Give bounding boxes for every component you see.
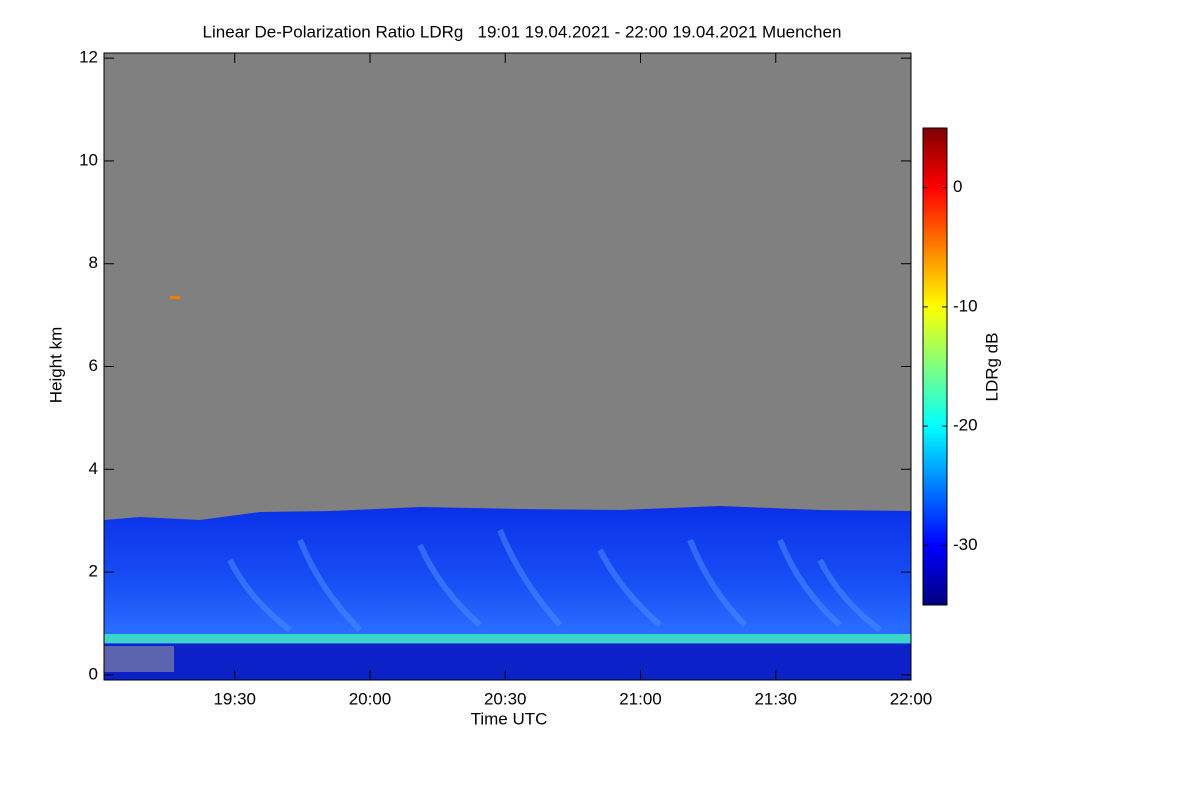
x-tick-label: 20:00 — [349, 689, 392, 708]
colorbar — [922, 127, 948, 606]
heatmap-image — [104, 53, 911, 680]
colorbar-label: LDRg dB — [982, 333, 1001, 402]
chart-title: Linear De-Polarization Ratio LDRg 19:01 … — [203, 22, 842, 41]
colorbar-tick-label: -10 — [953, 296, 978, 315]
x-tick-label: 22:00 — [890, 689, 933, 708]
x-tick-label: 21:00 — [619, 689, 662, 708]
y-tick-label: 8 — [89, 253, 98, 272]
y-axis-label: Height km — [46, 327, 65, 404]
y-tick-label: 4 — [89, 459, 98, 478]
x-tick-label: 19:30 — [213, 689, 256, 708]
x-tick-label: 20:30 — [484, 689, 527, 708]
y-tick-label: 2 — [89, 562, 98, 581]
y-tick-label: 6 — [89, 356, 98, 375]
colorbar-tick-label: 0 — [953, 177, 962, 196]
y-tick-label: 12 — [79, 48, 98, 67]
colorbar-tick-label: -30 — [953, 535, 978, 554]
y-tick-label: 0 — [89, 664, 98, 683]
colorbar-tick-label: -20 — [953, 416, 978, 435]
x-tick-label: 21:30 — [754, 689, 797, 708]
y-tick-label: 10 — [79, 150, 98, 169]
x-axis-label: Time UTC — [471, 709, 548, 728]
